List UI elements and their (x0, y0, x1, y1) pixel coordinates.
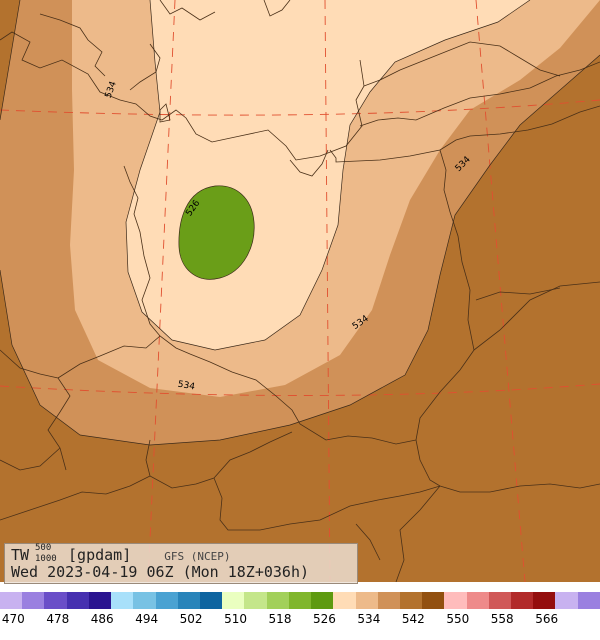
legend-swatch (533, 592, 556, 609)
legend-tick-label: 470 (1, 612, 25, 626)
unit-label: [gpdam] (68, 546, 132, 564)
variable-name: TW (11, 546, 30, 564)
model-label: GFS (NCEP) (164, 550, 231, 563)
legend-swatch (222, 592, 245, 609)
legend-tick-label: 518 (268, 612, 292, 626)
cell-518 (178, 185, 255, 280)
legend-swatch (422, 592, 445, 609)
legend-tick-label: 526 (312, 612, 336, 626)
legend-swatch (355, 592, 378, 609)
legend-swatch (111, 592, 134, 609)
legend-tick-label: 542 (401, 612, 425, 626)
graticule (0, 0, 600, 582)
legend-swatch (333, 592, 356, 609)
legend-swatch (511, 592, 534, 609)
legend-tick-label: 502 (179, 612, 203, 626)
legend-swatch (155, 592, 178, 609)
legend-color-bar (0, 592, 600, 609)
legend-swatch (488, 592, 512, 609)
level-top: 500 (35, 543, 52, 553)
legend-swatch (377, 592, 400, 609)
legend-swatch (555, 592, 578, 609)
legend-swatch (399, 592, 423, 609)
map-info-box: TW 500 1000 [gpdam] GFS (NCEP) Wed 2023-… (4, 543, 358, 584)
legend-swatch (444, 592, 467, 609)
info-title-line: TW 500 1000 [gpdam] GFS (NCEP) (11, 543, 231, 564)
color-legend: 470 478 486 494 502 510 518 526 534 542 550 558 566 (0, 592, 600, 640)
legend-swatch (177, 592, 200, 609)
legend-swatch (466, 592, 489, 609)
legend-swatch (244, 592, 267, 609)
legend-tick-label: 558 (490, 612, 514, 626)
legend-tick-label: 478 (46, 612, 70, 626)
legend-tick-label: 534 (357, 612, 381, 626)
contour-lines (0, 0, 600, 446)
legend-tick-label: 486 (90, 612, 114, 626)
map-canvas: 526 534 534 534 534 (0, 0, 600, 582)
legend-swatch (88, 592, 112, 609)
contour-label-534-south: 534 (177, 380, 196, 393)
legend-tick-label: 566 (535, 612, 559, 626)
legend-swatch (0, 592, 23, 609)
legend-tick-label: 494 (135, 612, 159, 626)
legend-swatch (266, 592, 289, 609)
legend-swatch (133, 592, 156, 609)
legend-tick-label: 510 (224, 612, 247, 626)
legend-swatch (66, 592, 89, 609)
legend-swatch (44, 592, 67, 609)
legend-tick-label: 550 (446, 612, 470, 626)
country-borders (0, 0, 600, 582)
legend-swatch (311, 592, 334, 609)
level-bottom: 1000 (35, 554, 57, 564)
valid-time-label: Wed 2023-04-19 06Z (Mon 18Z+036h) (11, 563, 310, 581)
thickness-map: 526 534 534 534 534 (0, 0, 600, 582)
legend-swatch (22, 592, 45, 609)
legend-swatch (199, 592, 223, 609)
legend-swatch (577, 592, 600, 609)
legend-swatch (288, 592, 312, 609)
